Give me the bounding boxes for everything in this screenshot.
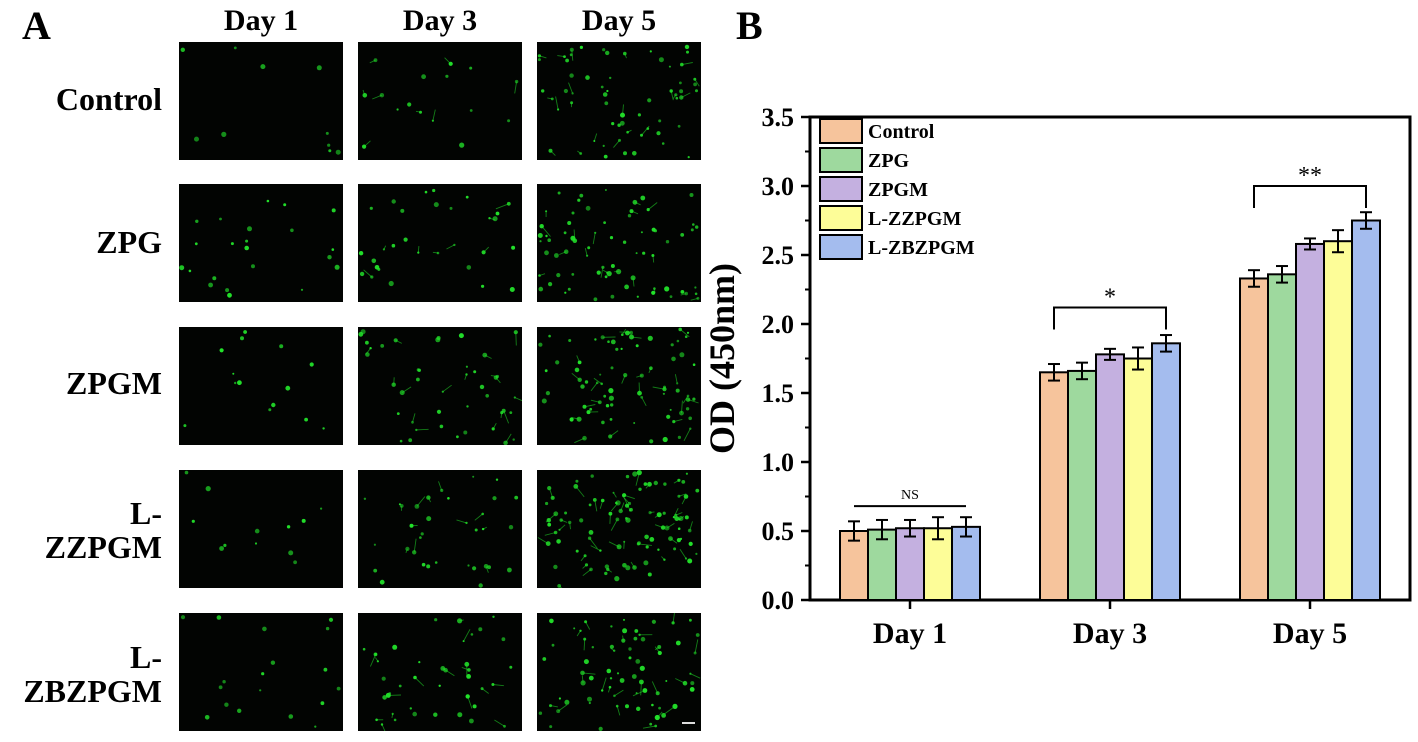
panel-a-label: A — [22, 3, 51, 48]
y-tick-label: 2.0 — [762, 310, 795, 339]
panel-b-label: B — [736, 3, 763, 48]
significance-bracket — [1253, 185, 1367, 208]
od-bar-chart: 0.0 0.5 1.0 1.5 2.0 2.5 3.0 3.5 OD (450nm) Day 1 D… — [702, 103, 1412, 650]
legend-label: L-ZBZPGM — [868, 237, 975, 259]
x-tick-label: Day 3 — [1073, 617, 1147, 650]
micrograph-control-day3 — [358, 42, 522, 160]
bar — [1239, 277, 1269, 602]
significance-label: * — [1104, 284, 1116, 310]
row-label-zpg: ZPG — [96, 224, 162, 260]
y-tick-label: 3.0 — [762, 172, 795, 201]
row-label-zpgm: ZPGM — [66, 365, 162, 401]
bar — [1151, 342, 1181, 601]
legend-label: Control — [868, 121, 935, 143]
bar — [1267, 273, 1297, 601]
micrograph-zpg-day3 — [358, 184, 522, 302]
legend-swatch — [819, 147, 863, 173]
legend-swatch — [819, 234, 863, 260]
bar — [1123, 357, 1153, 601]
significance-bracket — [1053, 306, 1167, 330]
y-tick-label: 3.5 — [762, 103, 795, 132]
x-tick-label: Day 1 — [873, 617, 947, 650]
legend-label: ZPGM — [868, 179, 928, 201]
legend-swatch — [819, 118, 863, 144]
significance-label: ** — [1298, 163, 1322, 189]
micrograph-l-zzpgm-day3 — [358, 470, 522, 588]
bar — [867, 528, 897, 601]
micrograph-l-zbzpgm-day1 — [179, 613, 343, 731]
legend-swatch — [819, 205, 863, 231]
bar — [1039, 371, 1069, 601]
micrograph-zpgm-day1 — [179, 327, 343, 445]
micrograph-zpg-day1 — [179, 184, 343, 302]
y-tick-label: 0.5 — [762, 517, 795, 546]
micrograph-control-day5 — [537, 42, 701, 160]
scale-bar — [682, 722, 695, 724]
micrograph-l-zbzpgm-day5 — [537, 613, 701, 731]
micrograph-l-zzpgm-day5 — [537, 470, 701, 588]
legend-label: ZPG — [868, 150, 910, 172]
row-label-control: Control — [55, 81, 162, 117]
micrograph-l-zzpgm-day1 — [179, 470, 343, 588]
x-tick-label: Day 5 — [1273, 617, 1347, 650]
y-tick-label: 0.0 — [762, 586, 795, 615]
micrograph-zpgm-day3 — [358, 327, 522, 445]
row-label-l-zbzpgm: L- ZBZPGM — [23, 639, 162, 709]
bar — [1295, 242, 1325, 602]
micrograph-control-day1 — [179, 42, 343, 160]
bar — [895, 527, 925, 601]
micrograph-zpgm-day5 — [537, 327, 701, 445]
y-tick-label: 2.5 — [762, 241, 795, 270]
bar — [1351, 219, 1381, 601]
column-header-day1: Day 1 — [223, 4, 299, 37]
y-tick-label: 1.0 — [762, 448, 795, 477]
bar — [1095, 353, 1125, 601]
legend-label: L-ZZPGM — [868, 208, 961, 230]
row-label-l-zzpgm: L- ZZPGM — [44, 495, 162, 565]
column-header-day3: Day 3 — [402, 4, 478, 37]
significance-label: NS — [901, 488, 919, 503]
legend-swatch — [819, 176, 863, 202]
bar — [951, 525, 981, 601]
y-tick-label: 1.5 — [762, 379, 795, 408]
micrograph-l-zbzpgm-day3 — [358, 613, 522, 731]
bar — [1323, 240, 1353, 601]
column-header-day5: Day 5 — [581, 4, 657, 37]
bar — [1067, 369, 1097, 602]
micrograph-zpg-day5 — [537, 184, 701, 302]
y-axis-label: OD (450nm) — [702, 263, 742, 454]
